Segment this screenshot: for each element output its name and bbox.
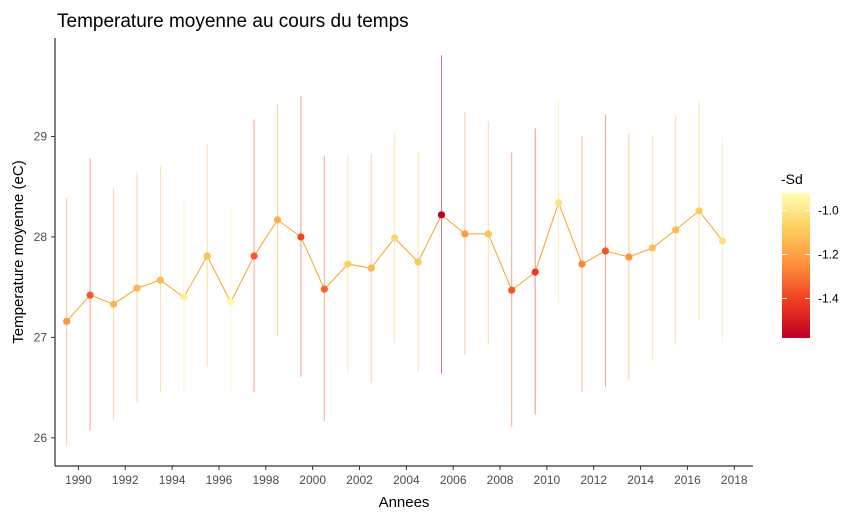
- legend-colorbar: [782, 193, 810, 338]
- y-tick-label: 27: [34, 330, 48, 344]
- data-point: [578, 260, 586, 268]
- legend-title: -Sd: [781, 171, 803, 187]
- data-point: [461, 230, 469, 238]
- data-point: [180, 293, 188, 301]
- x-tick-label: 1998: [252, 473, 279, 487]
- x-tick-label: 2014: [627, 473, 654, 487]
- y-axis-title: Temperature moyenne (eC): [10, 160, 27, 343]
- data-point: [109, 300, 118, 308]
- data-point: [63, 317, 71, 325]
- y-tick-label: 26: [34, 431, 48, 445]
- y-tick-label: 28: [34, 230, 48, 244]
- x-tick-label: 2000: [299, 473, 326, 487]
- data-point: [133, 284, 141, 292]
- data-point: [601, 247, 610, 255]
- data-point: [648, 244, 656, 252]
- legend-ticks: -1.0 -1.2 -1.4: [782, 204, 839, 305]
- chart-title: Temperature moyenne au cours du temps: [57, 11, 409, 32]
- y-tick-label: 29: [34, 129, 48, 143]
- legend-tick-label: -1.4: [818, 291, 839, 305]
- x-tick-label: 2004: [393, 473, 420, 487]
- legend-tick-label: -1.2: [818, 248, 839, 262]
- x-tick-label: 2012: [580, 473, 607, 487]
- data-point: [391, 234, 399, 242]
- y-axis-ticks: 26 27 28 29: [34, 129, 55, 445]
- data-point: [437, 211, 446, 219]
- x-tick-label: 1992: [112, 473, 139, 487]
- data-point: [320, 285, 328, 293]
- data-point: [297, 233, 305, 241]
- x-axis-title: Annees: [379, 494, 430, 511]
- data-point: [554, 199, 563, 207]
- legend: -Sd -1.0 -1.2 -1.4: [781, 171, 839, 338]
- data-point: [414, 258, 422, 266]
- data-point: [227, 298, 235, 306]
- data-point: [156, 276, 165, 284]
- data-point: [203, 252, 211, 260]
- data-point: [531, 268, 539, 276]
- legend-tick-label: -1.0: [818, 204, 839, 218]
- x-tick-label: 2008: [487, 473, 514, 487]
- x-tick-label: 2010: [534, 473, 561, 487]
- x-tick-label: 2018: [721, 473, 748, 487]
- x-tick-label: 1990: [65, 473, 92, 487]
- data-point: [367, 264, 375, 272]
- data-point: [250, 252, 258, 260]
- data-point: [86, 291, 94, 299]
- x-axis-ticks: 1990 1992 1994 1996 1998 2000 2002 2004 2006 2008…: [65, 466, 748, 487]
- data-point: [344, 260, 352, 268]
- x-tick-label: 1994: [159, 473, 186, 487]
- plot-area: [63, 55, 727, 445]
- data-point: [625, 253, 633, 261]
- x-tick-label: 1996: [206, 473, 233, 487]
- data-point: [718, 237, 727, 245]
- x-tick-label: 2006: [440, 473, 467, 487]
- data-point: [484, 230, 492, 238]
- x-tick-label: 2002: [346, 473, 373, 487]
- data-point: [273, 216, 282, 224]
- data-point: [672, 226, 680, 234]
- x-tick-label: 2016: [674, 473, 701, 487]
- data-point: [695, 207, 703, 215]
- data-point: [508, 286, 516, 294]
